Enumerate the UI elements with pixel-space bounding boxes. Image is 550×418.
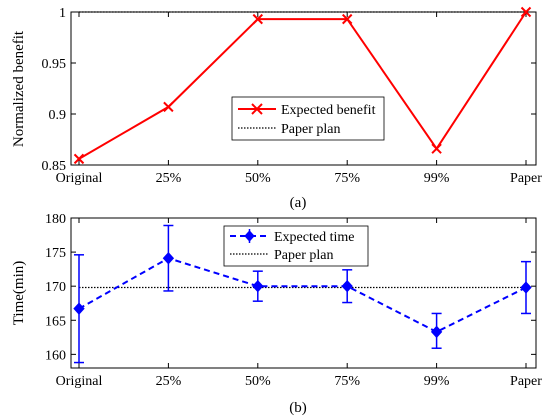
y-tick-label: 1 — [59, 6, 66, 21]
y-tick-label: 170 — [45, 280, 66, 295]
y-axis-title-a: Normalized benefit — [11, 30, 27, 147]
data-point — [341, 13, 353, 25]
y-axis-title-b: Time(min) — [11, 261, 27, 325]
x-tick-label-99: 99% — [424, 374, 450, 389]
legend-label-paper-plan-b: Paper plan — [274, 248, 333, 263]
plot-area-a — [70, 11, 537, 166]
x-tick-label-25: 25% — [156, 374, 182, 389]
x-tick-label-99: 99% — [424, 171, 450, 186]
legend-a: Expected benefit Paper plan — [231, 96, 385, 141]
data-point — [73, 153, 85, 165]
x-axis-a: Original 25% 50% 75% 99% Paper — [56, 12, 542, 186]
data-point — [73, 302, 85, 315]
data-point — [252, 13, 264, 25]
legend-label-expected-benefit: Expected benefit — [281, 103, 376, 118]
x-tick-label-50: 50% — [245, 374, 271, 389]
x-tick-label-paper: Paper — [510, 171, 542, 186]
chart-a: 0.85 0.9 0.95 1 Original 25% 50% 75% 99% Paper N… — [11, 6, 542, 211]
series-group-a — [73, 6, 532, 165]
data-point — [431, 143, 442, 154]
caption-b: (b) — [289, 400, 307, 416]
data-point — [162, 251, 175, 265]
x-tick-label-25: 25% — [156, 171, 182, 186]
x-tick-label-original: Original — [56, 374, 103, 389]
data-point — [520, 6, 532, 18]
y-axis-b: 160 165 170 175 180 — [45, 212, 536, 363]
data-point — [163, 101, 174, 113]
x-axis-b: Original 25% 50% 75% 99% Paper — [56, 218, 542, 389]
y-tick-label: 0.85 — [42, 159, 67, 174]
x-tick-label-75: 75% — [334, 374, 360, 389]
chart-b: 160 165 170 175 180 Original 25% 50% 75% 99% Pape… — [11, 212, 542, 416]
x-tick-label-75: 75% — [334, 171, 360, 186]
y-tick-label: 175 — [45, 246, 66, 261]
legend-label-expected-time: Expected time — [274, 230, 354, 245]
x-tick-label-paper: Paper — [510, 374, 542, 389]
y-axis-a: 0.85 0.9 0.95 1 — [42, 6, 536, 174]
data-point — [252, 279, 264, 293]
y-tick-label: 160 — [45, 348, 66, 363]
caption-a: (a) — [290, 195, 307, 211]
y-tick-label: 165 — [45, 314, 66, 329]
y-tick-label: 0.95 — [42, 57, 67, 72]
data-point — [520, 281, 532, 294]
legend-marker-expected-time — [244, 230, 255, 242]
series-group-b — [73, 224, 532, 364]
data-point — [341, 279, 353, 293]
legend-b: Expected time Paper plan — [223, 225, 369, 267]
y-tick-label: 180 — [45, 212, 66, 227]
y-tick-label: 0.9 — [49, 108, 67, 123]
series-line-expected-benefit — [78, 11, 527, 160]
legend-box-a — [231, 96, 385, 141]
legend-marker-expected-benefit — [251, 103, 263, 115]
x-tick-label-original: Original — [56, 171, 103, 186]
series-line-expected-time — [78, 257, 527, 334]
x-tick-label-50: 50% — [245, 171, 271, 186]
data-point — [430, 325, 443, 339]
legend-label-paper-plan-a: Paper plan — [281, 122, 340, 137]
